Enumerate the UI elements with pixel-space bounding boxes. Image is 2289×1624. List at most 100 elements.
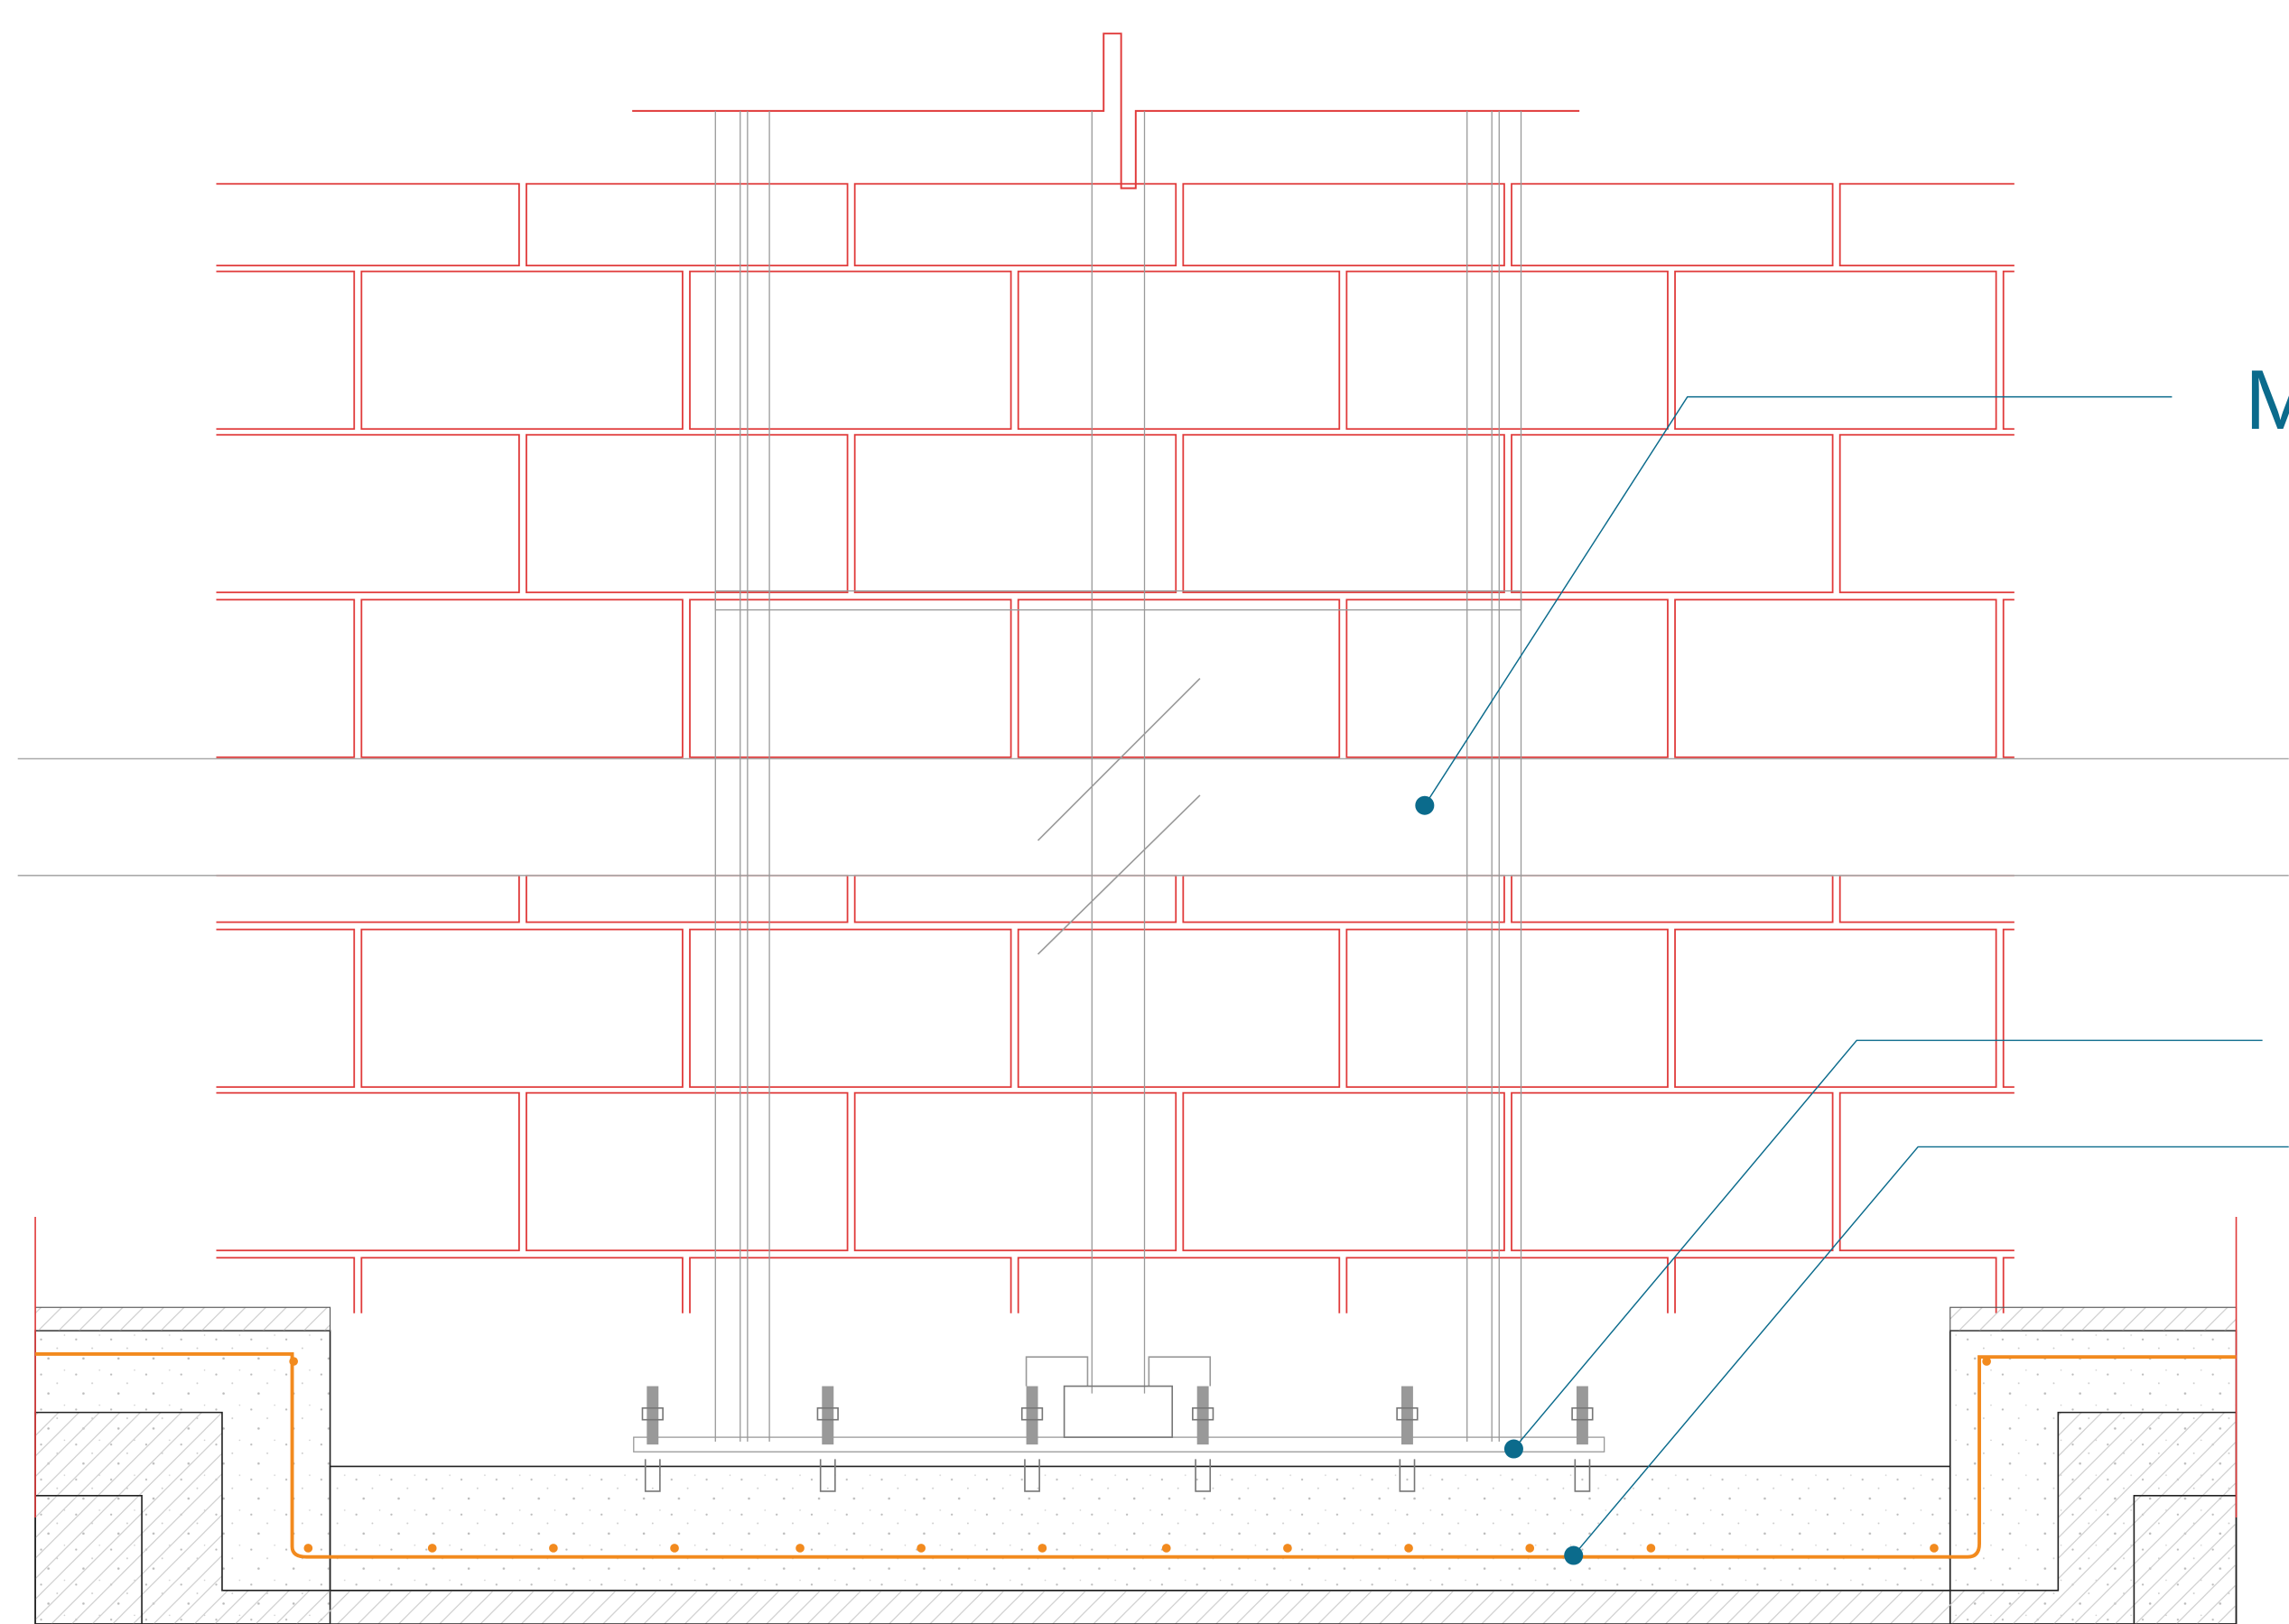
anchor [1574, 1459, 1591, 1492]
brick [1838, 433, 2015, 594]
brick [689, 270, 1012, 431]
slab [329, 1465, 1951, 1592]
paving [34, 1306, 331, 1332]
rebar-dot [303, 1544, 313, 1553]
brick [689, 1257, 1012, 1313]
brick [526, 433, 849, 594]
brick [1182, 433, 1505, 594]
rebar-dot [549, 1544, 558, 1553]
brick [1674, 270, 1997, 431]
brick [1017, 1257, 1341, 1313]
nut [1192, 1406, 1214, 1421]
brick [360, 599, 684, 758]
brick [0, 1257, 26, 1386]
brick [1511, 874, 1834, 923]
bolt [647, 1386, 659, 1445]
brick [1345, 599, 1669, 758]
break-mask [1061, 760, 1176, 875]
columns [714, 110, 1522, 1442]
bolt [822, 1386, 834, 1445]
brick [1511, 1091, 1834, 1252]
nut [1571, 1406, 1594, 1421]
brick [360, 1257, 684, 1313]
brick [0, 184, 191, 266]
soil [34, 1411, 2238, 1624]
brick [2002, 928, 2015, 1089]
brick [1838, 182, 2015, 267]
brick [1674, 599, 1997, 758]
rebar-dot [1646, 1544, 1656, 1553]
rebar-dot [427, 1544, 437, 1553]
paving [1949, 1306, 2238, 1332]
brick [216, 270, 356, 431]
brick [1838, 1091, 2015, 1252]
brick [216, 874, 520, 923]
nut [1020, 1406, 1044, 1421]
bolt [1400, 1386, 1413, 1445]
rebar-dot [1161, 1544, 1171, 1553]
bracket [1063, 1385, 1174, 1438]
brick [216, 928, 356, 1089]
nut [641, 1406, 664, 1421]
anchor [819, 1459, 836, 1492]
brick [689, 599, 1012, 758]
brick [1182, 874, 1505, 923]
rebar-dots [289, 1357, 1991, 1553]
nut [1396, 1406, 1419, 1421]
anchor-bolts [641, 1386, 1594, 1492]
brick [216, 182, 520, 267]
brick [2002, 599, 2015, 758]
rebar-dot [1930, 1544, 1939, 1553]
brick [1345, 928, 1669, 1089]
brick [2002, 270, 2015, 431]
leaders [1424, 395, 2289, 1556]
brick [0, 930, 26, 1088]
step [2133, 1494, 2237, 1624]
brick [1511, 182, 1834, 267]
brick [526, 1091, 849, 1252]
brick [1674, 1257, 1997, 1313]
brick [360, 270, 684, 431]
bracket [1025, 1356, 1212, 1387]
brick [853, 874, 1177, 923]
brick [689, 928, 1012, 1089]
rebar-dot [1525, 1544, 1535, 1553]
rebar-dot [289, 1357, 299, 1366]
brick [1182, 1091, 1505, 1252]
layout [17, 32, 2289, 1624]
brick [1017, 599, 1341, 758]
brick [1017, 270, 1341, 431]
rebar-dot [796, 1544, 805, 1553]
brick [0, 599, 26, 757]
brick [1345, 1257, 1669, 1313]
brick [526, 182, 849, 267]
break-symbol [1037, 678, 1201, 841]
brick [853, 433, 1177, 594]
brick [216, 1091, 520, 1252]
anchor [1195, 1459, 1212, 1492]
brick [1017, 928, 1341, 1089]
brick [216, 599, 356, 758]
rebar [35, 1352, 2237, 1559]
rebar-dot [917, 1544, 926, 1553]
brick [1345, 270, 1669, 431]
nut [816, 1406, 839, 1421]
brick [360, 928, 684, 1089]
brick [1674, 928, 1997, 1089]
brick [216, 433, 520, 594]
brick [0, 1093, 191, 1251]
anchor [1024, 1459, 1040, 1492]
brick [526, 874, 849, 923]
annotation-label: M [2245, 352, 2289, 447]
brick [0, 435, 191, 593]
rebar-dot [670, 1544, 679, 1553]
brick [1511, 433, 1834, 594]
brick [853, 1091, 1177, 1252]
brick [0, 272, 26, 430]
rebar-dot [1404, 1544, 1413, 1553]
rebar-dot [1283, 1544, 1292, 1553]
rebar-dot [1037, 1544, 1047, 1553]
break-symbol [1037, 794, 1201, 955]
rebar-dot [1982, 1357, 1991, 1366]
